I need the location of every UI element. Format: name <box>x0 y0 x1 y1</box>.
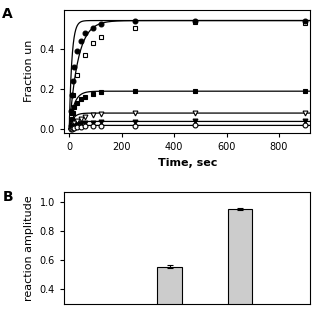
Text: A: A <box>3 7 13 21</box>
Y-axis label: reaction amplitude: reaction amplitude <box>24 195 34 301</box>
Bar <box>228 209 252 320</box>
Text: B: B <box>3 190 13 204</box>
Y-axis label: Fraction un: Fraction un <box>24 40 34 102</box>
Bar <box>157 267 182 320</box>
X-axis label: Time, sec: Time, sec <box>157 157 217 168</box>
